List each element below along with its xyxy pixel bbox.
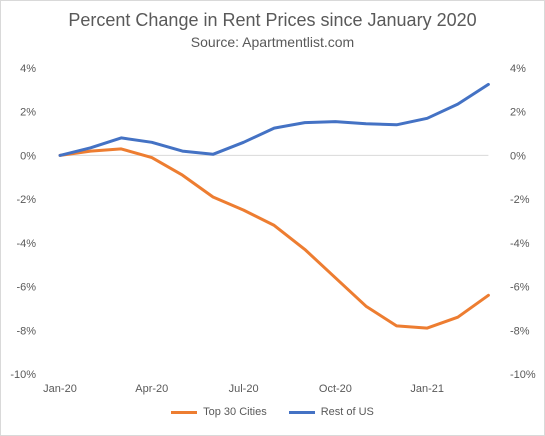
y-tick-label-right: -2% <box>510 194 530 206</box>
legend-swatch-rest-of-us <box>288 410 315 414</box>
y-tick-label-right: 4% <box>510 63 526 75</box>
y-tick-label-left: 2% <box>20 107 36 119</box>
legend-swatch-top-30-cities <box>171 410 198 414</box>
y-tick-label-left: -4% <box>16 238 36 250</box>
series-line-rest-of-us <box>58 82 490 157</box>
chart-subtitle: Source: Apartmentlist.com <box>190 34 355 50</box>
y-tick-label-right: 0% <box>510 150 526 162</box>
y-tick-label-right: -8% <box>510 325 530 337</box>
y-tick-label-left: -10% <box>10 369 36 381</box>
x-tick-label: Oct-20 <box>319 383 352 395</box>
y-tick-label-left: 0% <box>20 150 36 162</box>
y-tick-label-left: -2% <box>16 194 36 206</box>
y-tick-label-left: -8% <box>16 325 36 337</box>
series-line-top-30-cities <box>58 147 490 330</box>
y-tick-label-right: -10% <box>510 369 536 381</box>
legend-label-rest-of-us: Rest of US <box>320 406 374 418</box>
x-tick-label: Jan-21 <box>410 383 444 395</box>
x-tick-label: Jul-20 <box>229 383 259 395</box>
y-tick-label-left: 4% <box>20 63 36 75</box>
chart-title: Percent Change in Rent Prices since Janu… <box>68 10 477 30</box>
y-tick-label-right: -4% <box>510 238 530 250</box>
x-tick-label: Jan-20 <box>43 383 77 395</box>
x-tick-label: Apr-20 <box>135 383 168 395</box>
legend-item-rest-of-us: Rest of US <box>288 406 374 418</box>
legend-item-top-30-cities: Top 30 Cities <box>171 406 267 418</box>
legend-label-top-30-cities: Top 30 Cities <box>203 406 267 418</box>
y-tick-label-left: -6% <box>16 282 36 294</box>
y-tick-label-right: -6% <box>510 282 530 294</box>
chart-legend: Top 30 Cities Rest of US <box>0 406 545 418</box>
y-tick-label-right: 2% <box>510 107 526 119</box>
